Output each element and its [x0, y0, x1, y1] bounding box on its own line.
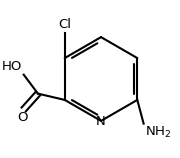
- Text: HO: HO: [2, 60, 22, 73]
- Text: N: N: [96, 115, 106, 128]
- Text: Cl: Cl: [58, 18, 71, 31]
- Text: O: O: [17, 111, 27, 124]
- Text: NH$_2$: NH$_2$: [145, 125, 172, 140]
